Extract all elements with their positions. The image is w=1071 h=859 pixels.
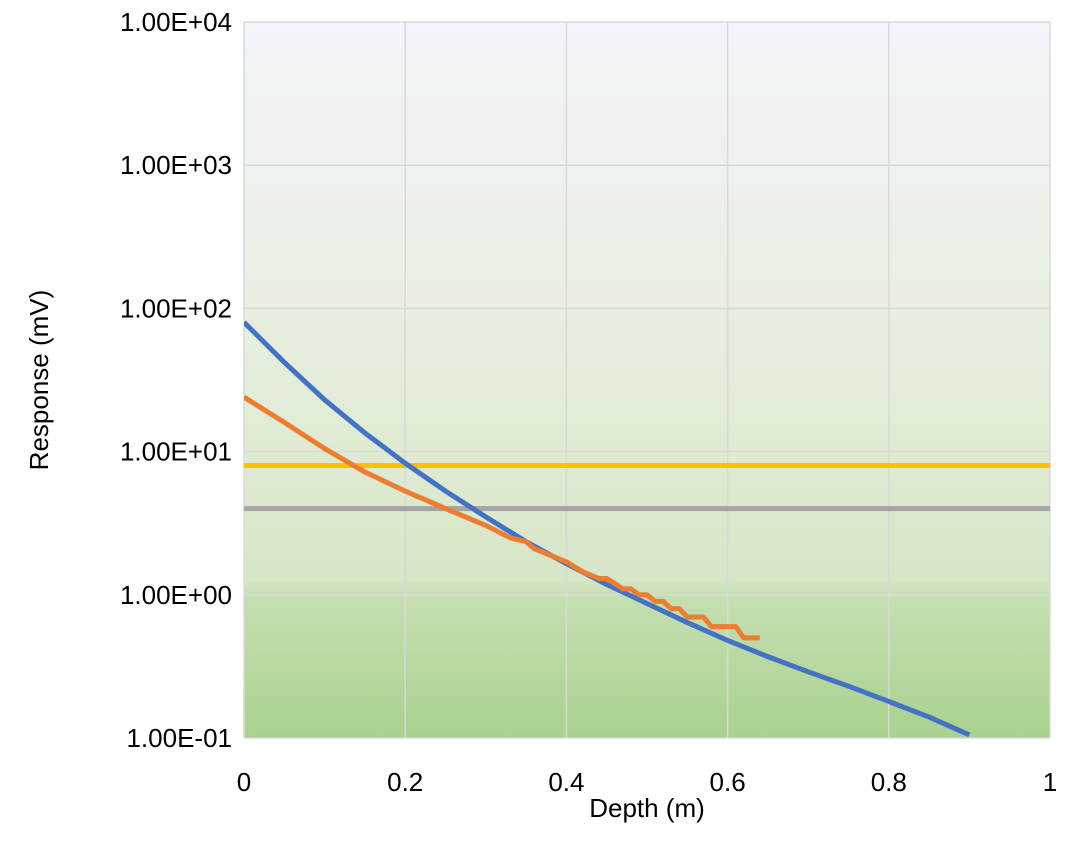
x-tick-label: 0 [237,767,251,797]
y-tick-label: 1.00E+01 [120,437,232,467]
series-line-1 [244,395,760,641]
x-tick-label: 0.8 [871,767,907,797]
y-tick-label: 1.00E-01 [126,723,232,753]
gridlines [243,21,1051,739]
x-tick-label: 0.2 [387,767,423,797]
y-tick-label: 1.00E+00 [120,580,232,610]
x-axis-title: Depth (m) [589,793,705,823]
y-tick-label: 1.00E+04 [120,7,232,37]
x-tick-label: 0.6 [710,767,746,797]
y-tick-label: 1.00E+02 [120,293,232,323]
y-axis-ticks: 1.00E-01 1.00E+00 1.00E+01 1.00E+02 1.00E+03… [120,7,232,753]
x-axis-ticks: 0 0.2 0.4 0.6 0.8 1 [237,767,1057,797]
x-tick-label: 1 [1043,767,1057,797]
y-axis-title: Response (mV) [24,290,54,471]
x-tick-label: 0.4 [548,767,584,797]
plot-area-background [244,22,1050,738]
y-tick-label: 1.00E+03 [120,150,232,180]
series-line-0 [244,320,971,738]
series-layer [244,320,1050,738]
